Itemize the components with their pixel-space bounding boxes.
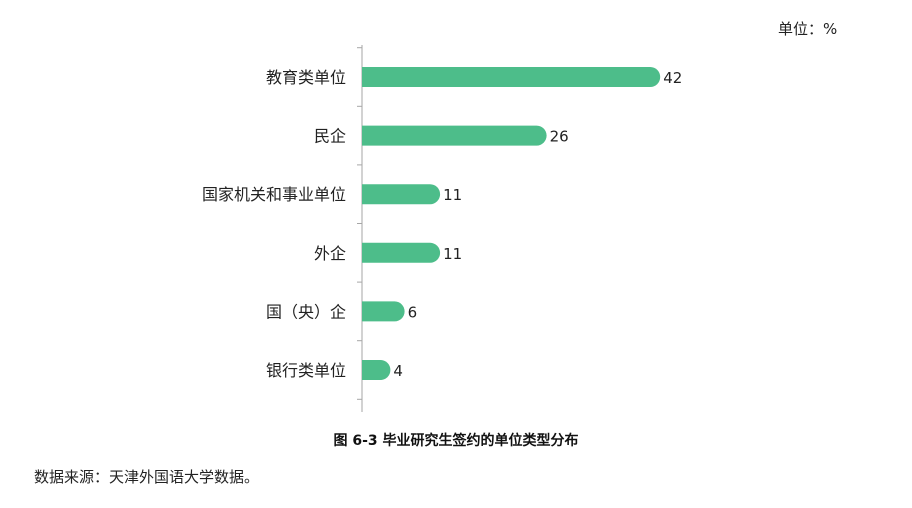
bar <box>362 242 441 263</box>
unit-label: 单位：% <box>778 20 838 38</box>
value-label: 11 <box>443 186 462 204</box>
chart-caption: 图 6-3 毕业研究生签约的单位类型分布 <box>333 433 579 449</box>
bar-chart: 教育类单位 42 民企 26 国家机关和事业单位 11 外企 11 国（央）企 6 银行类单位 4 <box>202 45 682 412</box>
value-label: 6 <box>408 303 418 321</box>
bar <box>362 125 547 146</box>
category-label: 国家机关和事业单位 <box>202 185 346 204</box>
value-label: 4 <box>393 362 403 380</box>
bar <box>362 301 405 322</box>
category-label: 外企 <box>314 244 346 263</box>
category-label: 银行类单位 <box>266 361 346 380</box>
value-label: 26 <box>550 128 569 146</box>
bar <box>362 184 441 205</box>
category-label: 民企 <box>314 127 346 146</box>
source-note: 数据来源：天津外国语大学数据。 <box>34 468 260 486</box>
category-label: 教育类单位 <box>266 68 346 87</box>
value-label: 42 <box>663 69 682 87</box>
category-label: 国（央）企 <box>266 302 346 321</box>
bar <box>362 67 661 87</box>
value-label: 11 <box>443 245 462 263</box>
bar <box>362 360 391 380</box>
